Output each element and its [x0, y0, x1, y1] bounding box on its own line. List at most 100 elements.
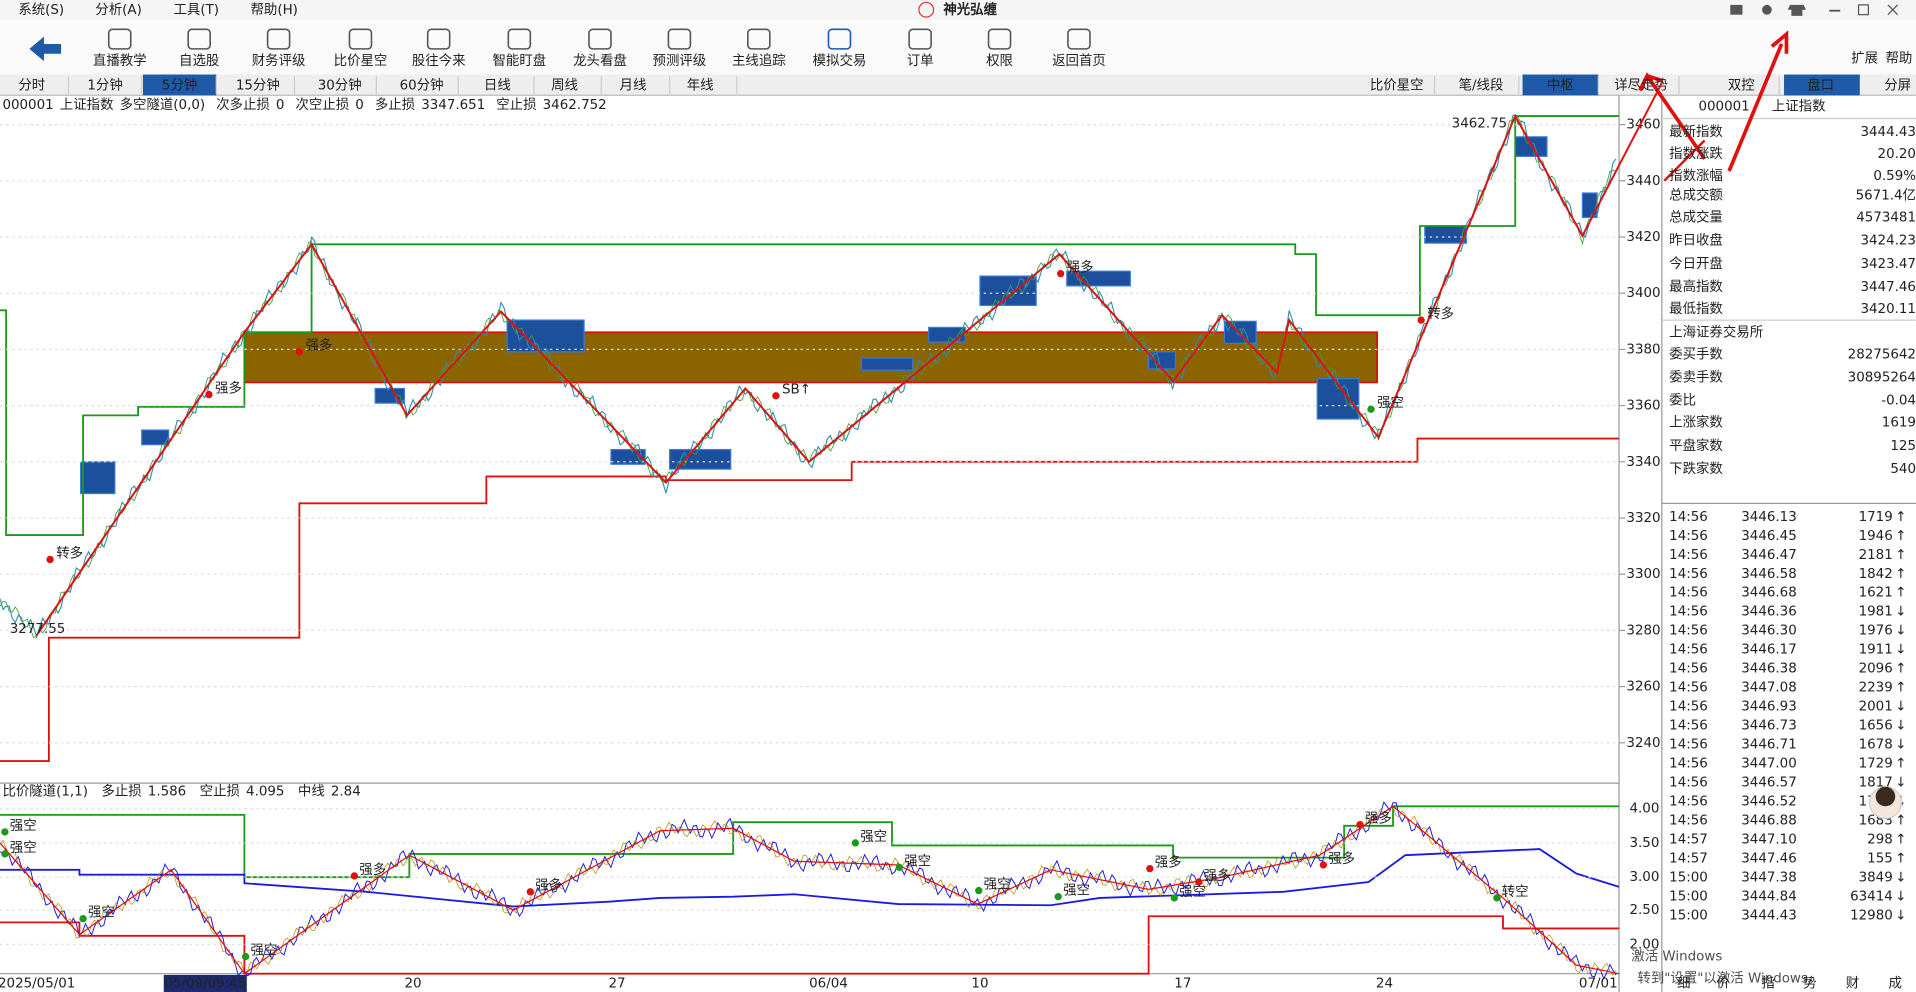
maximize[interactable]: [1857, 4, 1869, 16]
tab[interactable]: 笔/线段: [1459, 78, 1504, 94]
toolbar-icon[interactable]: [987, 28, 1012, 50]
signal-dot: [1367, 405, 1375, 413]
trade-direction: ↑: [1895, 681, 1906, 696]
toolbar-icon[interactable]: [107, 28, 132, 50]
y-tick-label: 3460: [1626, 118, 1660, 133]
toolbar-button[interactable]: 模拟交易: [813, 52, 867, 69]
close[interactable]: [1887, 4, 1899, 16]
toolbar-icon[interactable]: [908, 28, 932, 50]
annotation-arrows: [1638, 30, 1789, 172]
info-text: 0: [355, 98, 364, 113]
toolbar-button[interactable]: 扩展: [1851, 51, 1878, 67]
toolbar-icon[interactable]: [187, 28, 211, 50]
toolbar-button[interactable]: 比价星空: [334, 53, 388, 69]
toolbar-button[interactable]: 返回首页: [1052, 53, 1106, 69]
bottom-tab[interactable]: 指: [1761, 975, 1774, 991]
y-tick-label: 3.00: [1629, 870, 1659, 885]
toolbar-button[interactable]: 自选股: [179, 53, 219, 69]
minimize[interactable]: [1829, 9, 1841, 12]
tab[interactable]: 中枢: [1547, 78, 1574, 94]
toolbar-button[interactable]: 直播教学: [93, 53, 147, 69]
quote-label: 下跌家数: [1669, 460, 1723, 477]
signal-label: 强多: [305, 337, 332, 354]
tab[interactable]: 日线: [484, 78, 511, 94]
tab[interactable]: 分屏: [1884, 78, 1911, 94]
icon[interactable]: [1762, 4, 1772, 15]
toolbar-button[interactable]: 订单: [907, 53, 934, 69]
tab[interactable]: 60分钟: [400, 77, 444, 94]
trade-price: 3446.45: [1741, 529, 1797, 544]
toolbar-button[interactable]: 主线追踪: [732, 53, 786, 69]
trade-direction: ↓: [1895, 738, 1906, 753]
toolbar-icon[interactable]: [1067, 28, 1091, 50]
trade-time: 14:56: [1669, 624, 1708, 639]
quote-label: 委买手数: [1669, 346, 1723, 362]
icon[interactable]: [1787, 4, 1807, 16]
tab-selected[interactable]: [1522, 74, 1599, 96]
menu-item[interactable]: 系统(S): [18, 2, 64, 18]
box: [1424, 225, 1467, 244]
tab[interactable]: 分时: [18, 78, 45, 94]
toolbar-icon[interactable]: [747, 28, 771, 50]
box: [1514, 136, 1548, 157]
trade-volume: 2181: [1859, 548, 1893, 563]
tab[interactable]: 周线: [551, 78, 578, 94]
info-text: 多止损: [101, 783, 141, 800]
quote-value: 3420.11: [1860, 302, 1916, 317]
toolbar-button[interactable]: 财务评级: [252, 53, 306, 69]
toolbar-button[interactable]: 股往今来: [412, 53, 466, 69]
sub-line: [0, 805, 1617, 976]
tab[interactable]: 30分钟: [318, 77, 362, 94]
icon[interactable]: [1730, 4, 1743, 15]
trade-volume: 1842: [1859, 567, 1893, 582]
tab[interactable]: 15分钟: [236, 77, 280, 94]
toolbar-icon[interactable]: [588, 28, 612, 50]
x-tick-label: 05/09/09:45: [164, 976, 246, 991]
toolbar-icon[interactable]: [507, 28, 532, 50]
tab[interactable]: 详尽走势: [1614, 78, 1668, 94]
tab[interactable]: 盘口: [1807, 77, 1834, 94]
trade-volume: 1678: [1859, 738, 1893, 753]
quote-label: 上涨家数: [1669, 414, 1723, 431]
menu-item[interactable]: 工具(T): [174, 3, 220, 18]
toolbar-icon[interactable]: [348, 28, 373, 50]
tab[interactable]: 双控: [1728, 78, 1755, 94]
tab[interactable]: 比价星空: [1370, 78, 1424, 94]
signal-label: 转空: [1502, 884, 1529, 900]
x-tick-label: 10: [971, 976, 988, 991]
bottom-tab[interactable]: 财: [1846, 975, 1859, 991]
toolbar-icon[interactable]: [827, 28, 852, 50]
bottom-tab[interactable]: 势: [1803, 975, 1816, 991]
toolbar-button[interactable]: 帮助: [1885, 51, 1912, 67]
tab[interactable]: 年线: [687, 78, 714, 94]
menu-item[interactable]: 分析(A): [95, 2, 142, 18]
trade-volume: 3849: [1859, 871, 1893, 886]
trade-direction: ↓: [1895, 700, 1906, 715]
avatar-hair: [1875, 786, 1896, 807]
tab[interactable]: 月线: [620, 78, 647, 94]
signal-dot: [205, 390, 213, 399]
toolbar-button[interactable]: 权限: [986, 52, 1013, 69]
toolbar-icon[interactable]: [426, 28, 451, 50]
toolbar-icon[interactable]: [667, 28, 692, 50]
toolbar-button[interactable]: 智能盯盘: [492, 52, 546, 69]
bottom-tab[interactable]: 成: [1889, 975, 1902, 991]
bottom-tab[interactable]: 细: [1677, 975, 1690, 991]
menu-item[interactable]: 帮助(H): [250, 2, 297, 18]
tab[interactable]: 1分钟: [87, 77, 122, 94]
quote-value: 3447.46: [1860, 280, 1916, 295]
tab-selected[interactable]: [1784, 74, 1860, 96]
toolbar-button[interactable]: 预测评级: [653, 53, 707, 69]
trade-price: 3446.73: [1741, 719, 1797, 734]
tab[interactable]: 5分钟: [162, 77, 197, 94]
trade-time: 15:00: [1669, 871, 1708, 886]
tab-selected[interactable]: [142, 74, 217, 96]
quote-value: 20.20: [1878, 147, 1916, 162]
toolbar-button[interactable]: 龙头看盘: [573, 52, 627, 69]
toolbar-icon[interactable]: [266, 28, 291, 50]
info-text: 中线: [298, 784, 325, 800]
bottom-tab[interactable]: 价: [1716, 976, 1730, 991]
trade-direction: ↓: [1895, 605, 1906, 620]
sub-short-line: [0, 805, 1620, 879]
back-button[interactable]: [29, 36, 62, 62]
